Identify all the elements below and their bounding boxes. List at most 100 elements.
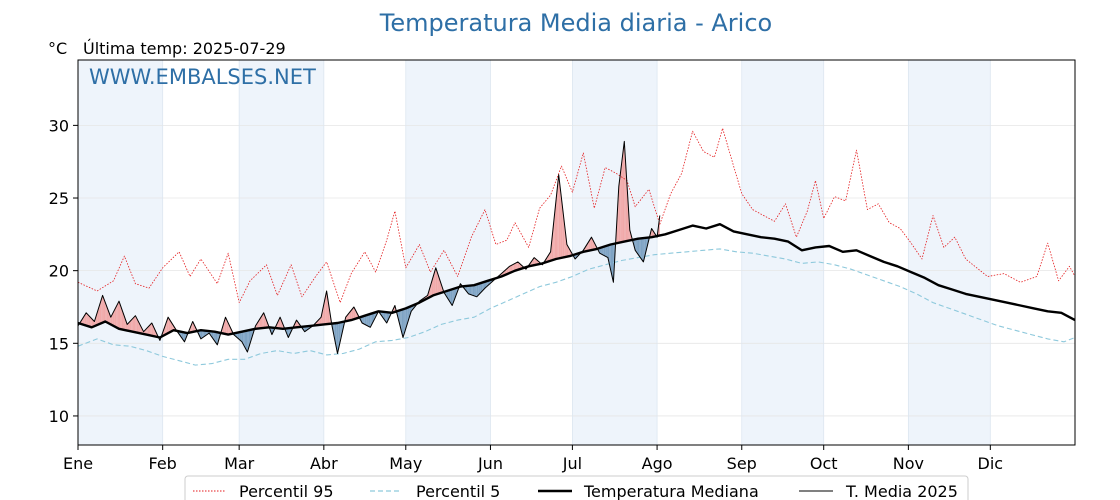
fill-above-median: [125, 320, 128, 331]
fill-below-median: [476, 283, 479, 297]
fill-above-median: [261, 314, 263, 329]
fill-above-median: [222, 321, 225, 334]
fill-above-median: [618, 175, 621, 243]
fill-above-median: [262, 312, 264, 329]
watermark-text: WWW.EMBALSES.NET: [89, 65, 316, 89]
fill-above-median: [428, 286, 431, 298]
fill-above-median: [516, 261, 518, 271]
month-band: [405, 60, 491, 445]
fill-above-median: [277, 320, 279, 329]
fill-above-median: [566, 244, 569, 257]
fill-above-median: [351, 308, 353, 321]
month-band: [78, 60, 163, 445]
y-tick-label: 30: [49, 116, 69, 135]
fill-above-median: [101, 295, 103, 324]
fill-above-median: [147, 325, 150, 336]
fill-above-median: [169, 319, 171, 333]
fill-above-median: [150, 322, 152, 336]
fill-above-median: [118, 301, 121, 330]
fill-below-median: [640, 238, 643, 261]
x-tick-label: Jun: [477, 454, 503, 473]
fill-below-median: [237, 332, 240, 340]
x-tick-label: Oct: [810, 454, 838, 473]
fill-below-median: [239, 331, 241, 341]
fill-below-median: [368, 313, 371, 328]
fill-below-median: [483, 281, 485, 290]
fill-below-median: [286, 328, 289, 338]
fill-below-median: [469, 285, 472, 295]
fill-above-median: [112, 311, 114, 326]
month-band: [239, 60, 324, 445]
y-tick-label: 10: [49, 407, 69, 426]
fill-below-median: [612, 243, 614, 283]
x-axis: Ene Feb Mar Abr May Jun Jul Ago Sep Oct Nov Dic: [63, 445, 1003, 473]
fill-above-median: [434, 267, 436, 295]
fill-below-median: [605, 245, 607, 257]
fill-above-median: [627, 185, 629, 242]
fill-above-median: [560, 186, 562, 259]
fill-below-median: [337, 322, 339, 354]
fill-below-median: [363, 315, 365, 325]
fill-below-median: [602, 246, 604, 256]
fill-below-median: [210, 331, 212, 338]
fill-above-median: [136, 318, 139, 333]
fill-above-median: [325, 291, 327, 325]
fill-below-median: [243, 331, 245, 347]
fill-below-median: [482, 282, 484, 291]
fill-above-median: [114, 306, 117, 328]
series-lines: [77, 127, 1076, 366]
fill-above-median: [132, 317, 134, 332]
y-axis: 10 15 20 25 30: [49, 116, 78, 426]
x-tick-label: Dic: [978, 454, 1004, 473]
fill-above-median: [90, 317, 92, 328]
fill-below-median: [385, 312, 387, 323]
fill-above-median: [569, 249, 572, 257]
fill-below-median: [449, 289, 451, 304]
fill-above-median: [591, 237, 593, 251]
fill-above-median: [129, 320, 132, 332]
fill-above-median: [515, 262, 517, 271]
fill-below-median: [388, 312, 390, 321]
x-tick-label: Sep: [727, 454, 757, 473]
fill-above-median: [551, 226, 554, 261]
fill-below-median: [471, 285, 473, 296]
fill-above-median: [113, 309, 115, 327]
fill-below-median: [475, 284, 477, 297]
series-line-p5: [77, 248, 1076, 366]
chart-title: Temperatura Media diaria - Arico: [379, 9, 772, 37]
fill-below-median: [404, 308, 406, 334]
fill-above-median: [327, 299, 330, 324]
fill-above-median: [508, 266, 510, 274]
fill-below-median: [637, 238, 640, 257]
fill-above-median: [131, 318, 133, 332]
fill-below-median: [245, 330, 248, 353]
fill-above-median: [168, 317, 170, 334]
fill-below-median: [374, 312, 376, 320]
x-tick-label: Ene: [63, 454, 93, 473]
fill-above-median: [259, 317, 262, 329]
fill-above-median: [352, 306, 354, 320]
fill-above-median: [121, 308, 124, 330]
fill-below-median: [405, 307, 408, 329]
fill-below-median: [203, 330, 206, 338]
fill-above-median: [517, 261, 520, 270]
fill-below-median: [217, 332, 219, 345]
legend-label-p95: Percentil 95: [239, 482, 334, 500]
fill-above-median: [437, 271, 439, 295]
fill-above-median: [86, 312, 88, 327]
fill-above-median: [154, 328, 156, 337]
legend-label-median: Temperatura Mediana: [583, 482, 759, 500]
fill-below-median: [362, 316, 364, 324]
fill-below-median: [478, 283, 480, 296]
fill-above-median: [590, 237, 592, 251]
last-temp-label: Última temp: 2025-07-29: [83, 39, 286, 58]
fill-above-median: [433, 272, 435, 296]
fill-below-median: [606, 245, 608, 258]
fill-below-median: [247, 330, 249, 353]
fill-above-median: [349, 310, 352, 321]
fill-above-median: [588, 239, 591, 251]
fill-below-median: [603, 246, 606, 257]
fill-below-median: [484, 281, 487, 289]
fill-below-median: [635, 238, 637, 253]
